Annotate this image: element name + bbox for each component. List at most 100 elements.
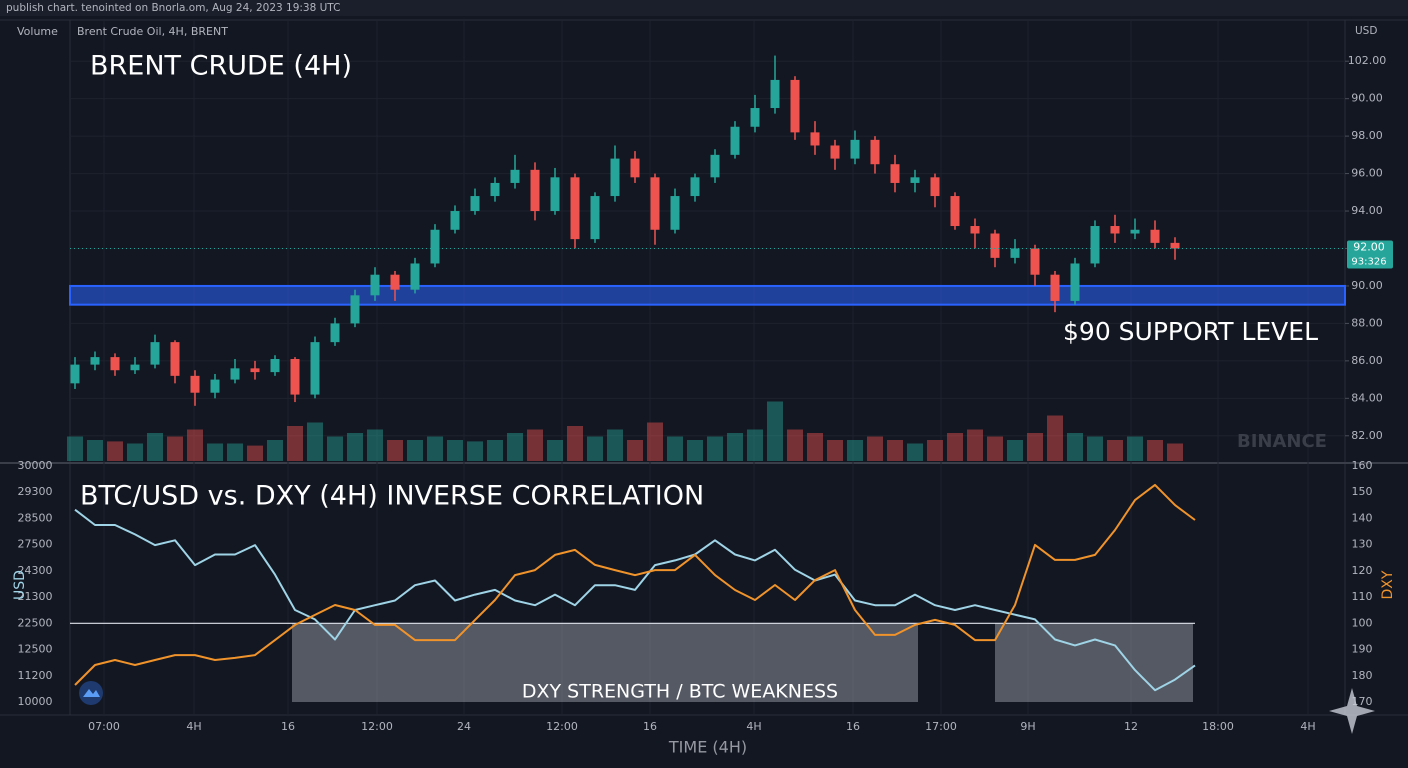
last-price-box bbox=[1347, 240, 1393, 269]
y-tick-label: 21300 bbox=[18, 590, 53, 603]
volume-bar bbox=[167, 436, 183, 461]
volume-bar bbox=[687, 440, 703, 461]
highlight-label: DXY STRENGTH / BTC WEAKNESS bbox=[522, 681, 838, 703]
volume-bar bbox=[847, 440, 863, 461]
volume-bar bbox=[807, 433, 823, 461]
support-band bbox=[69, 284, 1346, 306]
volume-bar bbox=[507, 433, 523, 461]
y-tick-label: 28500 bbox=[18, 511, 53, 524]
y2-tick-label: 100 bbox=[1352, 616, 1373, 629]
volume-bar bbox=[87, 440, 103, 461]
y2-tick-label: 120 bbox=[1352, 564, 1373, 577]
x-tick-label: 4H bbox=[746, 720, 761, 733]
candle-body bbox=[190, 375, 200, 393]
volume-bar bbox=[627, 440, 643, 461]
x-tick-label: 24 bbox=[457, 720, 471, 733]
y2-axis-label: DXY bbox=[1380, 570, 1396, 599]
candle-body bbox=[170, 342, 180, 376]
volume-bar bbox=[127, 443, 143, 461]
y2-tick-label: 160 bbox=[1352, 459, 1373, 472]
candle-body bbox=[250, 368, 260, 373]
x-axis-label: TIME (4H) bbox=[668, 738, 747, 757]
countdown-label: 93:326 bbox=[1351, 256, 1386, 267]
candle-body bbox=[390, 274, 400, 290]
volume-bar bbox=[907, 443, 923, 461]
y-tick-label: 84.00 bbox=[1351, 391, 1383, 404]
volume-bar bbox=[1107, 440, 1123, 461]
candle-body bbox=[830, 145, 840, 159]
candle-body bbox=[90, 357, 100, 365]
x-tick-label: 16 bbox=[846, 720, 860, 733]
y-tick-label: 22500 bbox=[18, 616, 53, 629]
candle-body bbox=[1110, 226, 1120, 234]
candle-body bbox=[150, 342, 160, 365]
chart-title: BRENT CRUDE (4H) bbox=[90, 51, 352, 82]
candle-body bbox=[370, 274, 380, 296]
candle-body bbox=[470, 196, 480, 212]
candle-body bbox=[990, 233, 1000, 258]
volume-bar bbox=[987, 436, 1003, 461]
volume-bar bbox=[567, 426, 583, 461]
candle-body bbox=[530, 169, 540, 212]
y-axis-label: USD bbox=[12, 570, 28, 600]
header-bar bbox=[0, 0, 1408, 16]
candle-body bbox=[750, 108, 760, 127]
volume-bar bbox=[187, 429, 203, 461]
y2-tick-label: 180 bbox=[1352, 669, 1373, 682]
candle-body bbox=[730, 126, 740, 155]
volume-bar bbox=[1167, 443, 1183, 461]
candle-body bbox=[790, 79, 800, 133]
volume-bar bbox=[747, 429, 763, 461]
y-tick-label: 27500 bbox=[18, 538, 53, 551]
candle-body bbox=[810, 132, 820, 146]
candle-body bbox=[1030, 248, 1040, 275]
volume-bar bbox=[1087, 436, 1103, 461]
volume-bar bbox=[427, 436, 443, 461]
volume-bar bbox=[367, 429, 383, 461]
support-label: $90 SUPPORT LEVEL bbox=[1063, 317, 1318, 346]
candle-body bbox=[450, 211, 460, 230]
y-tick-label: 29300 bbox=[18, 485, 53, 498]
volume-bar bbox=[447, 440, 463, 461]
candle-body bbox=[210, 379, 220, 393]
candle-body bbox=[710, 154, 720, 178]
volume-bar bbox=[407, 440, 423, 461]
x-tick-label: 12:00 bbox=[361, 720, 393, 733]
volume-bar bbox=[867, 436, 883, 461]
volume-label: Volume bbox=[17, 25, 58, 38]
volume-bar bbox=[67, 436, 83, 461]
volume-bar bbox=[147, 433, 163, 461]
y-tick-label: 11200 bbox=[18, 669, 53, 682]
y-tick-label: 102.00 bbox=[1348, 54, 1387, 67]
x-tick-label: 9H bbox=[1020, 720, 1035, 733]
candle-body bbox=[610, 158, 620, 197]
volume-bar bbox=[1027, 433, 1043, 461]
volume-bar bbox=[767, 401, 783, 461]
y-tick-label: 88.00 bbox=[1351, 316, 1383, 329]
volume-bar bbox=[307, 422, 323, 461]
volume-bar bbox=[647, 422, 663, 461]
volume-bar bbox=[1047, 415, 1063, 461]
y2-tick-label: 190 bbox=[1352, 643, 1373, 656]
y-tick-label: 24300 bbox=[18, 564, 53, 577]
volume-bar bbox=[547, 440, 563, 461]
volume-bar bbox=[267, 440, 283, 461]
volume-bar bbox=[527, 429, 543, 461]
volume-bar bbox=[1147, 440, 1163, 461]
volume-bar bbox=[727, 433, 743, 461]
series-line bbox=[74, 483, 1196, 686]
y-tick-label: 30000 bbox=[18, 459, 53, 472]
x-tick-label: 12 bbox=[1124, 720, 1138, 733]
candle-body bbox=[310, 342, 320, 395]
candle-body bbox=[1010, 248, 1020, 258]
y-tick-label: 96.00 bbox=[1351, 167, 1383, 180]
candle-body bbox=[870, 139, 880, 165]
volume-bar bbox=[287, 426, 303, 461]
volume-bar bbox=[207, 443, 223, 461]
y-tick-label: 90.00 bbox=[1351, 279, 1383, 292]
x-tick-label: 16 bbox=[281, 720, 295, 733]
candle-body bbox=[130, 364, 140, 371]
volume-bar bbox=[787, 429, 803, 461]
volume-bar bbox=[1007, 440, 1023, 461]
volume-bar bbox=[107, 441, 123, 461]
